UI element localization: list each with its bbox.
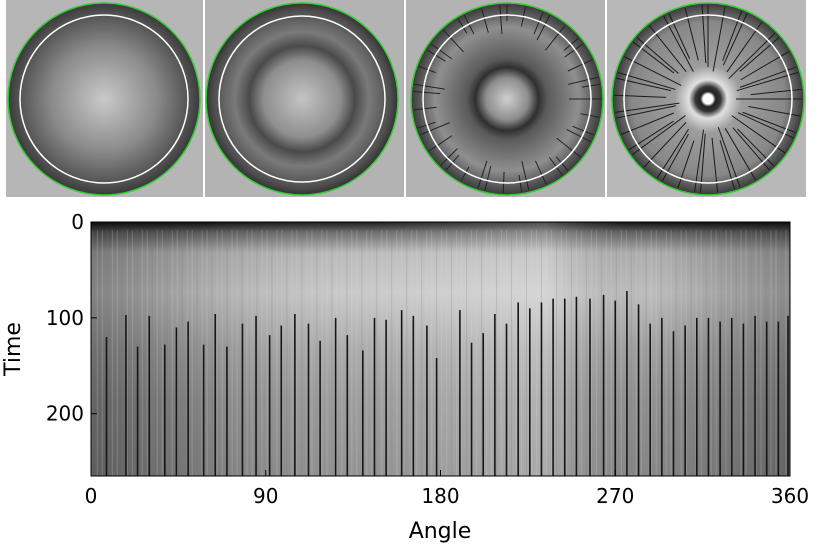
radial-crack <box>442 29 464 53</box>
radial-crack <box>728 32 776 80</box>
radial-crack <box>419 122 450 136</box>
x-tick-label: 360 <box>771 484 809 508</box>
y-tick-label: 100 <box>46 306 84 330</box>
radial-crack <box>414 83 445 90</box>
y-tick-label: 200 <box>46 402 84 426</box>
disc-frame-1 <box>7 2 201 196</box>
kymograph-heatmap <box>90 221 791 477</box>
radial-crack <box>548 156 563 176</box>
radial-crack <box>533 12 544 35</box>
y-axis-ticks: 0 100 200 <box>46 210 97 426</box>
radial-crack <box>636 37 679 74</box>
radial-crack <box>484 165 492 191</box>
radial-crack <box>477 160 488 189</box>
radial-crack <box>430 43 453 60</box>
radial-crack <box>428 135 453 152</box>
radial-crack <box>750 88 802 96</box>
radial-crack <box>564 43 584 58</box>
radial-crack <box>440 148 458 166</box>
x-axis-label: Angle <box>409 519 472 544</box>
radial-crack <box>711 137 719 193</box>
disc-frame-3 <box>410 2 604 196</box>
radial-crack <box>628 120 674 151</box>
radial-crack <box>722 11 743 61</box>
radial-crack <box>534 160 547 185</box>
radial-crack <box>418 65 436 74</box>
radial-crack <box>684 7 699 61</box>
radial-crack <box>614 94 667 98</box>
radial-crack <box>499 5 503 35</box>
axes: 0 90 180 270 360 0 100 200 Angle Time <box>1 210 809 544</box>
radial-crack <box>712 6 726 72</box>
radial-crack <box>536 15 551 41</box>
radial-crack <box>631 115 686 156</box>
radial-crack <box>457 18 468 34</box>
radial-crack <box>518 174 523 192</box>
crack-lines <box>105 291 789 476</box>
radial-crack <box>632 41 675 74</box>
y-tick-label: 0 <box>71 210 84 234</box>
radial-crack <box>555 156 569 171</box>
radial-crack <box>566 128 591 143</box>
y-axis-label: Time <box>1 322 26 377</box>
disc-frame-4 <box>611 2 805 196</box>
disc-frame-2 <box>205 2 399 196</box>
radial-crack <box>426 49 446 62</box>
radial-crack <box>556 137 582 158</box>
radial-crack <box>413 106 437 111</box>
radial-crack <box>739 37 780 72</box>
radial-crack <box>737 128 775 167</box>
radial-crack <box>545 24 566 51</box>
radial-crack <box>521 161 530 191</box>
radial-crack <box>581 83 600 88</box>
x-tick-label: 90 <box>253 484 278 508</box>
radial-crack <box>661 133 689 182</box>
x-tick-label: 0 <box>85 484 98 508</box>
radial-crack <box>481 8 489 33</box>
radial-crack <box>460 166 470 182</box>
radial-crack <box>572 125 594 136</box>
radial-crack <box>719 140 735 190</box>
radial-crack <box>567 59 593 72</box>
x-tick-label: 180 <box>421 484 459 508</box>
radial-crack <box>668 13 691 60</box>
x-tick-label: 270 <box>596 484 634 508</box>
radial-crack <box>568 76 599 85</box>
radial-crack <box>677 140 695 189</box>
radial-crack <box>614 102 680 113</box>
photo-strip <box>6 0 806 197</box>
radial-crack <box>731 115 786 154</box>
x-axis-ticks: 0 90 180 270 360 <box>85 470 809 508</box>
radial-crack <box>748 105 801 117</box>
radial-crack <box>413 90 441 95</box>
